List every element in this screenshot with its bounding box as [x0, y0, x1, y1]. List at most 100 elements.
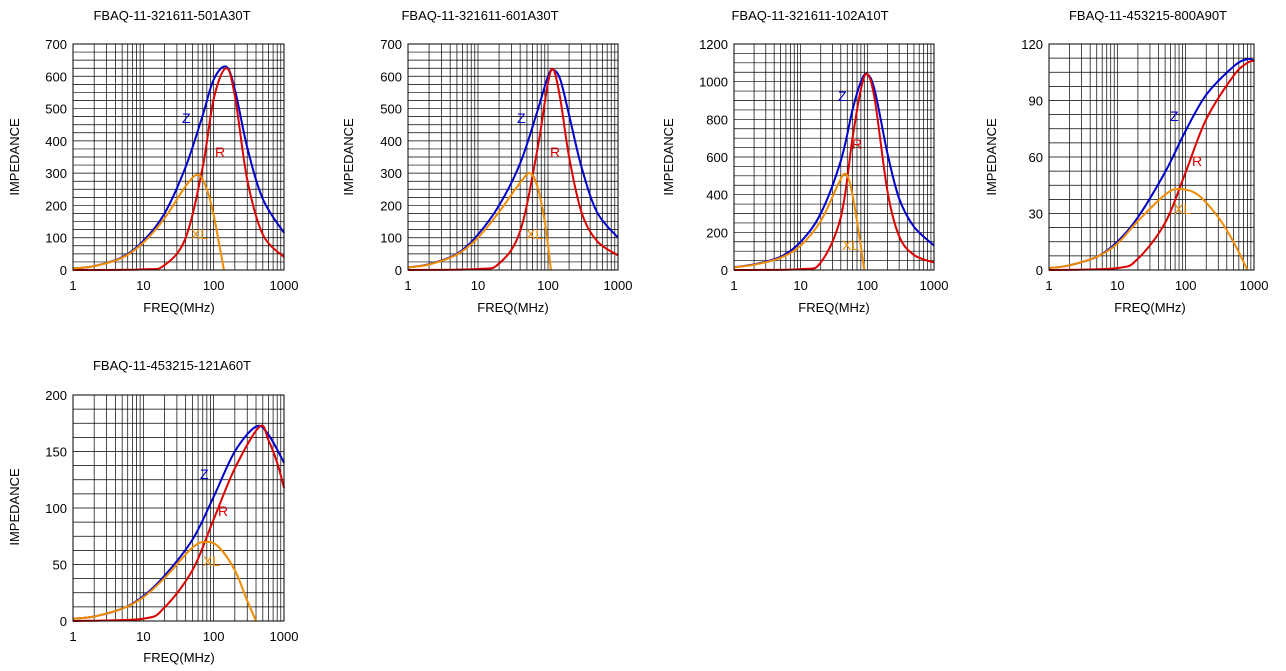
plot-frame — [407, 43, 619, 271]
annotation-r: R — [218, 503, 228, 519]
series-r-line — [72, 424, 285, 622]
y-tick-label: 700 — [45, 37, 67, 52]
x-tick-label: 1000 — [1240, 278, 1269, 293]
x-axis-label: FREQ(MHz) — [143, 300, 215, 315]
x-tick-label: 1 — [1045, 278, 1052, 293]
chart-1: FBAQ-11-321611-501A30T IMPEDANCE FREQ(MH… — [7, 8, 298, 315]
tick-labels: 0 50 100 150 200 1 10 100 1000 — [45, 388, 298, 644]
x-axis-label: FREQ(MHz) — [477, 300, 549, 315]
y-tick-label: 0 — [1036, 263, 1043, 278]
series-z-line — [72, 65, 285, 270]
grid — [734, 44, 934, 270]
tick-labels: 0 100 200 300 400 500 600 700 1 10 100 1000 — [45, 37, 298, 293]
y-tick-label: 90 — [1029, 94, 1043, 109]
tick-labels: 0 200 400 600 800 1000 1200 1 10 100 1000 — [699, 37, 948, 293]
y-tick-label: 100 — [45, 231, 67, 246]
y-tick-label: 120 — [1021, 37, 1043, 52]
plot-frame — [72, 43, 285, 271]
plot-frame — [1048, 43, 1255, 271]
series-xl-line — [72, 173, 225, 271]
y-axis-label: IMPEDANCE — [984, 118, 999, 196]
series-lines — [72, 424, 285, 622]
x-tick-label: 1000 — [920, 278, 949, 293]
series-xl-line — [1048, 187, 1249, 271]
y-tick-label: 60 — [1029, 150, 1043, 165]
annotation-z: Z — [1170, 108, 1179, 124]
x-tick-label: 100 — [203, 629, 225, 644]
series-xl-line — [733, 172, 866, 271]
x-tick-label: 10 — [793, 278, 807, 293]
x-tick-label: 1 — [69, 629, 76, 644]
chart-title: FBAQ-11-453215-121A60T — [93, 358, 251, 373]
x-tick-label: 10 — [136, 629, 150, 644]
y-tick-label: 100 — [380, 231, 402, 246]
y-tick-label: 600 — [380, 69, 402, 84]
y-tick-label: 50 — [53, 558, 67, 573]
x-tick-label: 100 — [537, 278, 559, 293]
grid — [73, 395, 284, 621]
series-lines — [733, 72, 935, 271]
annotation-z: Z — [517, 110, 526, 126]
plot-frame — [733, 43, 935, 271]
chart-title: FBAQ-11-321611-501A30T — [93, 8, 250, 23]
x-tick-label: 1000 — [270, 629, 299, 644]
y-tick-label: 600 — [45, 69, 67, 84]
series-r-line — [407, 67, 619, 271]
chart-title: FBAQ-11-321611-601A30T — [401, 8, 558, 23]
annotation-xl: XL — [1174, 201, 1191, 217]
x-axis-label: FREQ(MHz) — [1114, 300, 1186, 315]
x-tick-label: 10 — [136, 278, 150, 293]
y-tick-label: 600 — [706, 150, 728, 165]
series-r-line — [1048, 59, 1255, 271]
chart-4: FBAQ-11-453215-800A90T IMPEDANCE FREQ(MH… — [984, 8, 1268, 315]
y-tick-label: 200 — [45, 198, 67, 213]
y-tick-label: 200 — [45, 388, 67, 403]
y-tick-label: 200 — [706, 225, 728, 240]
series-r-line — [733, 72, 935, 271]
y-tick-label: 0 — [721, 263, 728, 278]
y-tick-label: 700 — [380, 37, 402, 52]
chart-title: FBAQ-11-321611-102A10T — [731, 8, 888, 23]
y-tick-label: 400 — [706, 188, 728, 203]
annotation-r: R — [215, 144, 225, 160]
y-tick-label: 0 — [60, 263, 67, 278]
annotation-z: Z — [200, 466, 209, 482]
y-axis-label: IMPEDANCE — [661, 118, 676, 196]
plot-frame — [72, 394, 285, 622]
chart-3: FBAQ-11-321611-102A10T IMPEDANCE FREQ(MH… — [661, 8, 948, 315]
x-tick-label: 100 — [1175, 278, 1197, 293]
grid — [408, 44, 618, 270]
y-tick-label: 1000 — [699, 75, 728, 90]
annotation-r: R — [550, 144, 560, 160]
x-tick-label: 1000 — [604, 278, 633, 293]
series-lines — [407, 67, 619, 271]
x-axis-label: FREQ(MHz) — [798, 300, 870, 315]
y-tick-label: 400 — [45, 134, 67, 149]
annotation-r: R — [1192, 153, 1202, 169]
annotation-xl: XL — [526, 226, 543, 242]
x-tick-label: 1 — [404, 278, 411, 293]
x-tick-label: 1 — [730, 278, 737, 293]
y-tick-label: 1200 — [699, 37, 728, 52]
annotation-xl: XL — [842, 237, 859, 253]
annotation-xl: XL — [191, 226, 208, 242]
y-tick-label: 100 — [45, 501, 67, 516]
y-tick-label: 30 — [1029, 207, 1043, 222]
y-tick-label: 200 — [380, 198, 402, 213]
y-axis-label: IMPEDANCE — [7, 468, 22, 546]
series-lines — [72, 65, 285, 271]
chart-title: FBAQ-11-453215-800A90T — [1069, 8, 1227, 23]
tick-labels: 0 100 200 300 400 500 600 700 1 10 100 1000 — [380, 37, 632, 293]
x-tick-label: 100 — [856, 278, 878, 293]
y-tick-label: 800 — [706, 112, 728, 127]
annotation-r: R — [852, 136, 862, 152]
series-xl-line — [407, 172, 552, 271]
y-tick-label: 0 — [395, 263, 402, 278]
annotation-xl: XL — [203, 553, 220, 569]
y-tick-label: 150 — [45, 445, 67, 460]
y-tick-label: 300 — [45, 166, 67, 181]
x-tick-label: 10 — [1110, 278, 1124, 293]
series-z-line — [733, 72, 935, 269]
